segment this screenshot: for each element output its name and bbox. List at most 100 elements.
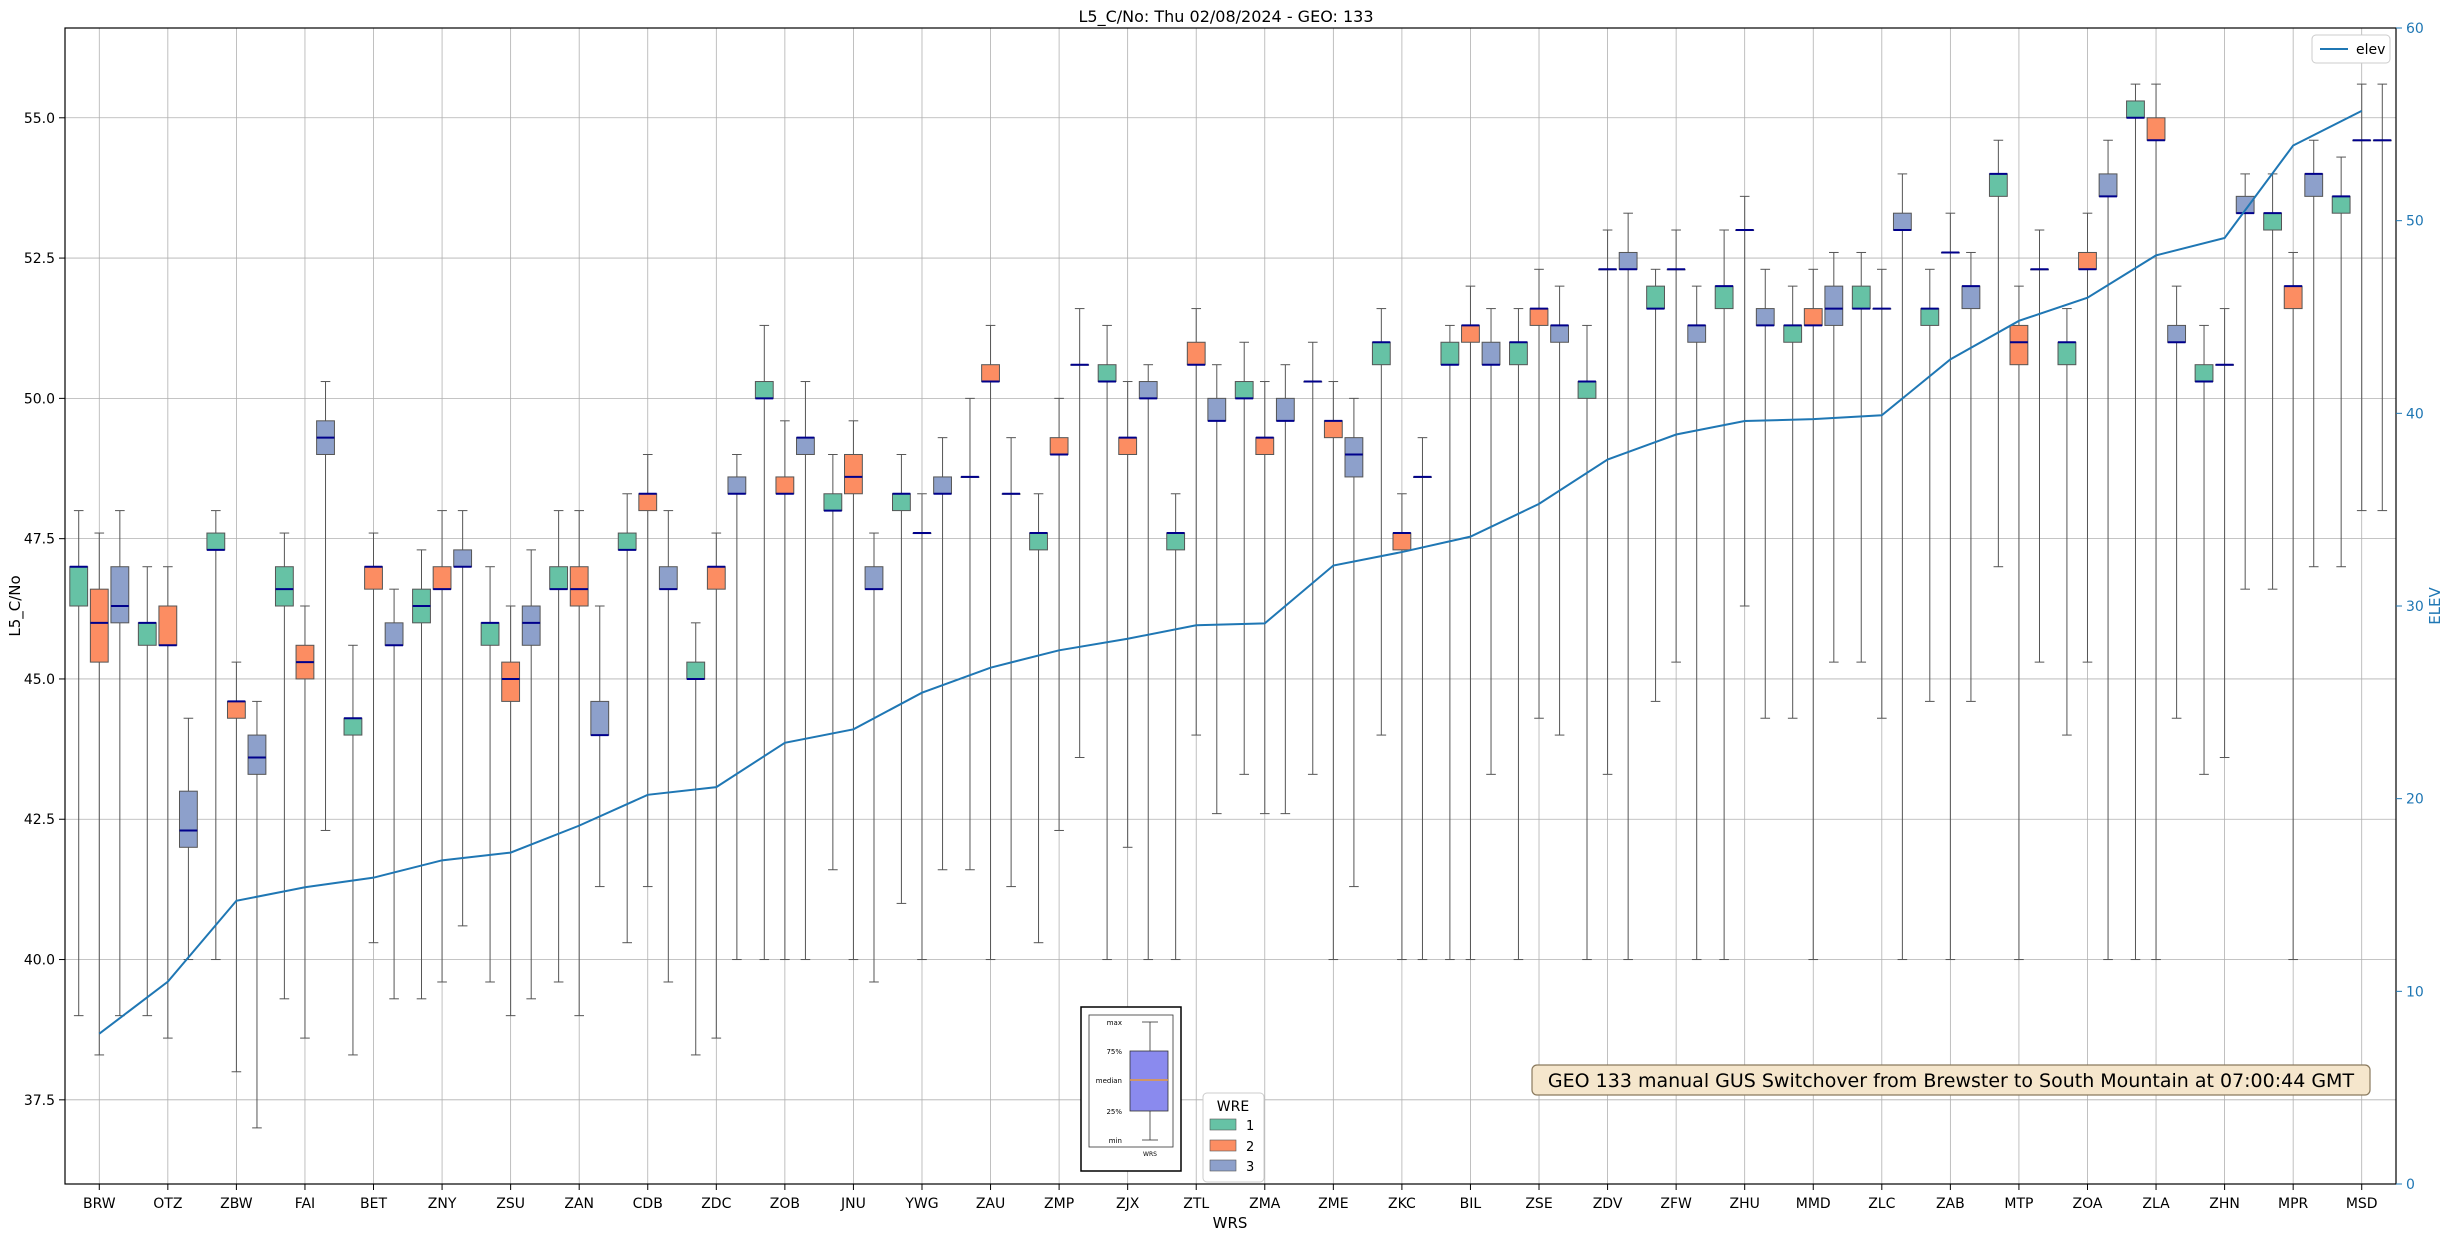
box-ywg-wre3 [933, 437, 952, 871]
x-tick-label: ZMA [1249, 1196, 1281, 1212]
box-iqr [2098, 173, 2118, 197]
box-iqr [2263, 212, 2283, 231]
box-iqr [617, 532, 637, 551]
box-zbw-wre3 [247, 700, 267, 1129]
box-iqr [2331, 195, 2351, 214]
box-zdv-wre3 [1618, 212, 1638, 961]
box-zau-wre2 [981, 324, 1000, 961]
box-iqr [1138, 381, 1158, 399]
x-tick-label: ZOB [770, 1196, 800, 1212]
box-iqr [638, 493, 658, 512]
y-axis-label: L5_C/No [6, 575, 25, 636]
box-mpr-wre2 [2283, 251, 2303, 961]
box-iqr [569, 566, 589, 607]
box-zdc-wre1 [686, 622, 706, 1056]
box-key-min: min [1109, 1137, 1122, 1145]
box-fai-wre3 [316, 381, 335, 831]
box-iqr [2126, 100, 2145, 119]
x-tick-label: ZAN [564, 1196, 594, 1212]
box-zau-wre1 [960, 397, 980, 871]
box-iqr [933, 476, 952, 495]
box-otz-wre3 [178, 717, 198, 961]
wre-legend-swatch-2 [1209, 1139, 1237, 1152]
box-iqr [658, 566, 678, 590]
box-iqr [1049, 437, 1069, 455]
box-iqr [706, 566, 726, 590]
box-zau-wre3 [1001, 437, 1021, 888]
box-iqr [1029, 532, 1048, 551]
box-zoa-wre2 [2078, 212, 2097, 663]
box-iqr [1371, 341, 1391, 366]
box-iqr [1755, 308, 1775, 326]
x-tick-label: ZLC [1868, 1196, 1895, 1212]
y-right-tick-label: 0 [2406, 1177, 2415, 1193]
box-key-max: max [1107, 1019, 1122, 1027]
box-iqr [864, 566, 884, 590]
x-tick-label: CDB [633, 1196, 663, 1212]
box-iqr [1577, 381, 1597, 399]
box-iqr [89, 588, 109, 663]
box-zsu-wre1 [480, 566, 500, 983]
box-key-box [1129, 1050, 1169, 1112]
x-tick-label: YWG [904, 1196, 938, 1212]
box-zdv-wre1 [1577, 324, 1597, 961]
x-tick-label: MMD [1796, 1196, 1831, 1212]
box-zob-wre1 [754, 324, 774, 961]
box-iqr [1392, 532, 1412, 551]
box-iqr [796, 437, 815, 455]
box-brw-wre2 [89, 532, 109, 1056]
box-key-q1: 25% [1106, 1108, 1122, 1116]
box-iqr [2078, 251, 2097, 270]
x-tick-label: ZMP [1044, 1196, 1074, 1212]
box-iqr [775, 476, 795, 495]
box-zjx-wre2 [1118, 381, 1138, 848]
box-iqr [1714, 285, 1734, 310]
box-iqr [727, 476, 747, 495]
box-iqr [1166, 532, 1186, 551]
box-iqr [1255, 437, 1275, 455]
box-zma-wre3 [1275, 364, 1295, 815]
x-tick-label: ZME [1318, 1196, 1349, 1212]
box-fai-wre1 [274, 532, 294, 1000]
box-iqr [754, 381, 774, 399]
box-iqr [137, 622, 157, 646]
x-tick-label: ZKC [1388, 1196, 1416, 1212]
x-tick-label: ZTL [1183, 1196, 1209, 1212]
box-jnu-wre2 [844, 420, 863, 961]
box-iqr [2009, 324, 2029, 366]
box-iqr [2304, 173, 2324, 197]
box-iqr [1851, 285, 1871, 310]
x-tick-label: ZHU [1730, 1196, 1760, 1212]
y-right-tick-label: 30 [2406, 599, 2424, 615]
box-iqr [206, 532, 226, 551]
wre-legend: WRE 1 2 3 [1202, 1092, 1265, 1183]
x-tick-label: ZLA [2142, 1196, 2170, 1212]
box-iqr [521, 605, 541, 646]
x-tick-label: ZBW [220, 1196, 253, 1212]
x-tick-label: ZAU [976, 1196, 1005, 1212]
elev-legend: elev [2311, 34, 2391, 64]
wre-legend-swatch-1 [1209, 1118, 1237, 1131]
box-ywg-wre2 [912, 493, 932, 961]
box-iqr [1344, 437, 1364, 478]
box-jnu-wre1 [823, 453, 843, 871]
box-key-xlabel: WRS [1143, 1151, 1157, 1158]
x-tick-label: ZDV [1593, 1196, 1623, 1212]
box-zab-wre3 [1961, 251, 1981, 702]
box-key-median-label: median [1096, 1077, 1122, 1085]
box-iqr [1920, 308, 1940, 326]
box-iqr [1509, 341, 1528, 366]
box-ztl-wre1 [1166, 493, 1186, 961]
x-tick-label: ZJX [1116, 1196, 1140, 1212]
box-mpr-wre1 [2263, 173, 2283, 590]
box-iqr [178, 790, 198, 848]
x-tick-label: OTZ [153, 1196, 182, 1212]
box-iqr [453, 549, 473, 568]
box-zhu-wre2 [1735, 195, 1755, 607]
box-zlc-wre1 [1851, 251, 1871, 663]
x-tick-label: JNU [840, 1196, 866, 1212]
box-otz-wre1 [137, 566, 157, 1017]
box-iqr [1618, 251, 1638, 270]
box-iqr [1234, 381, 1254, 399]
